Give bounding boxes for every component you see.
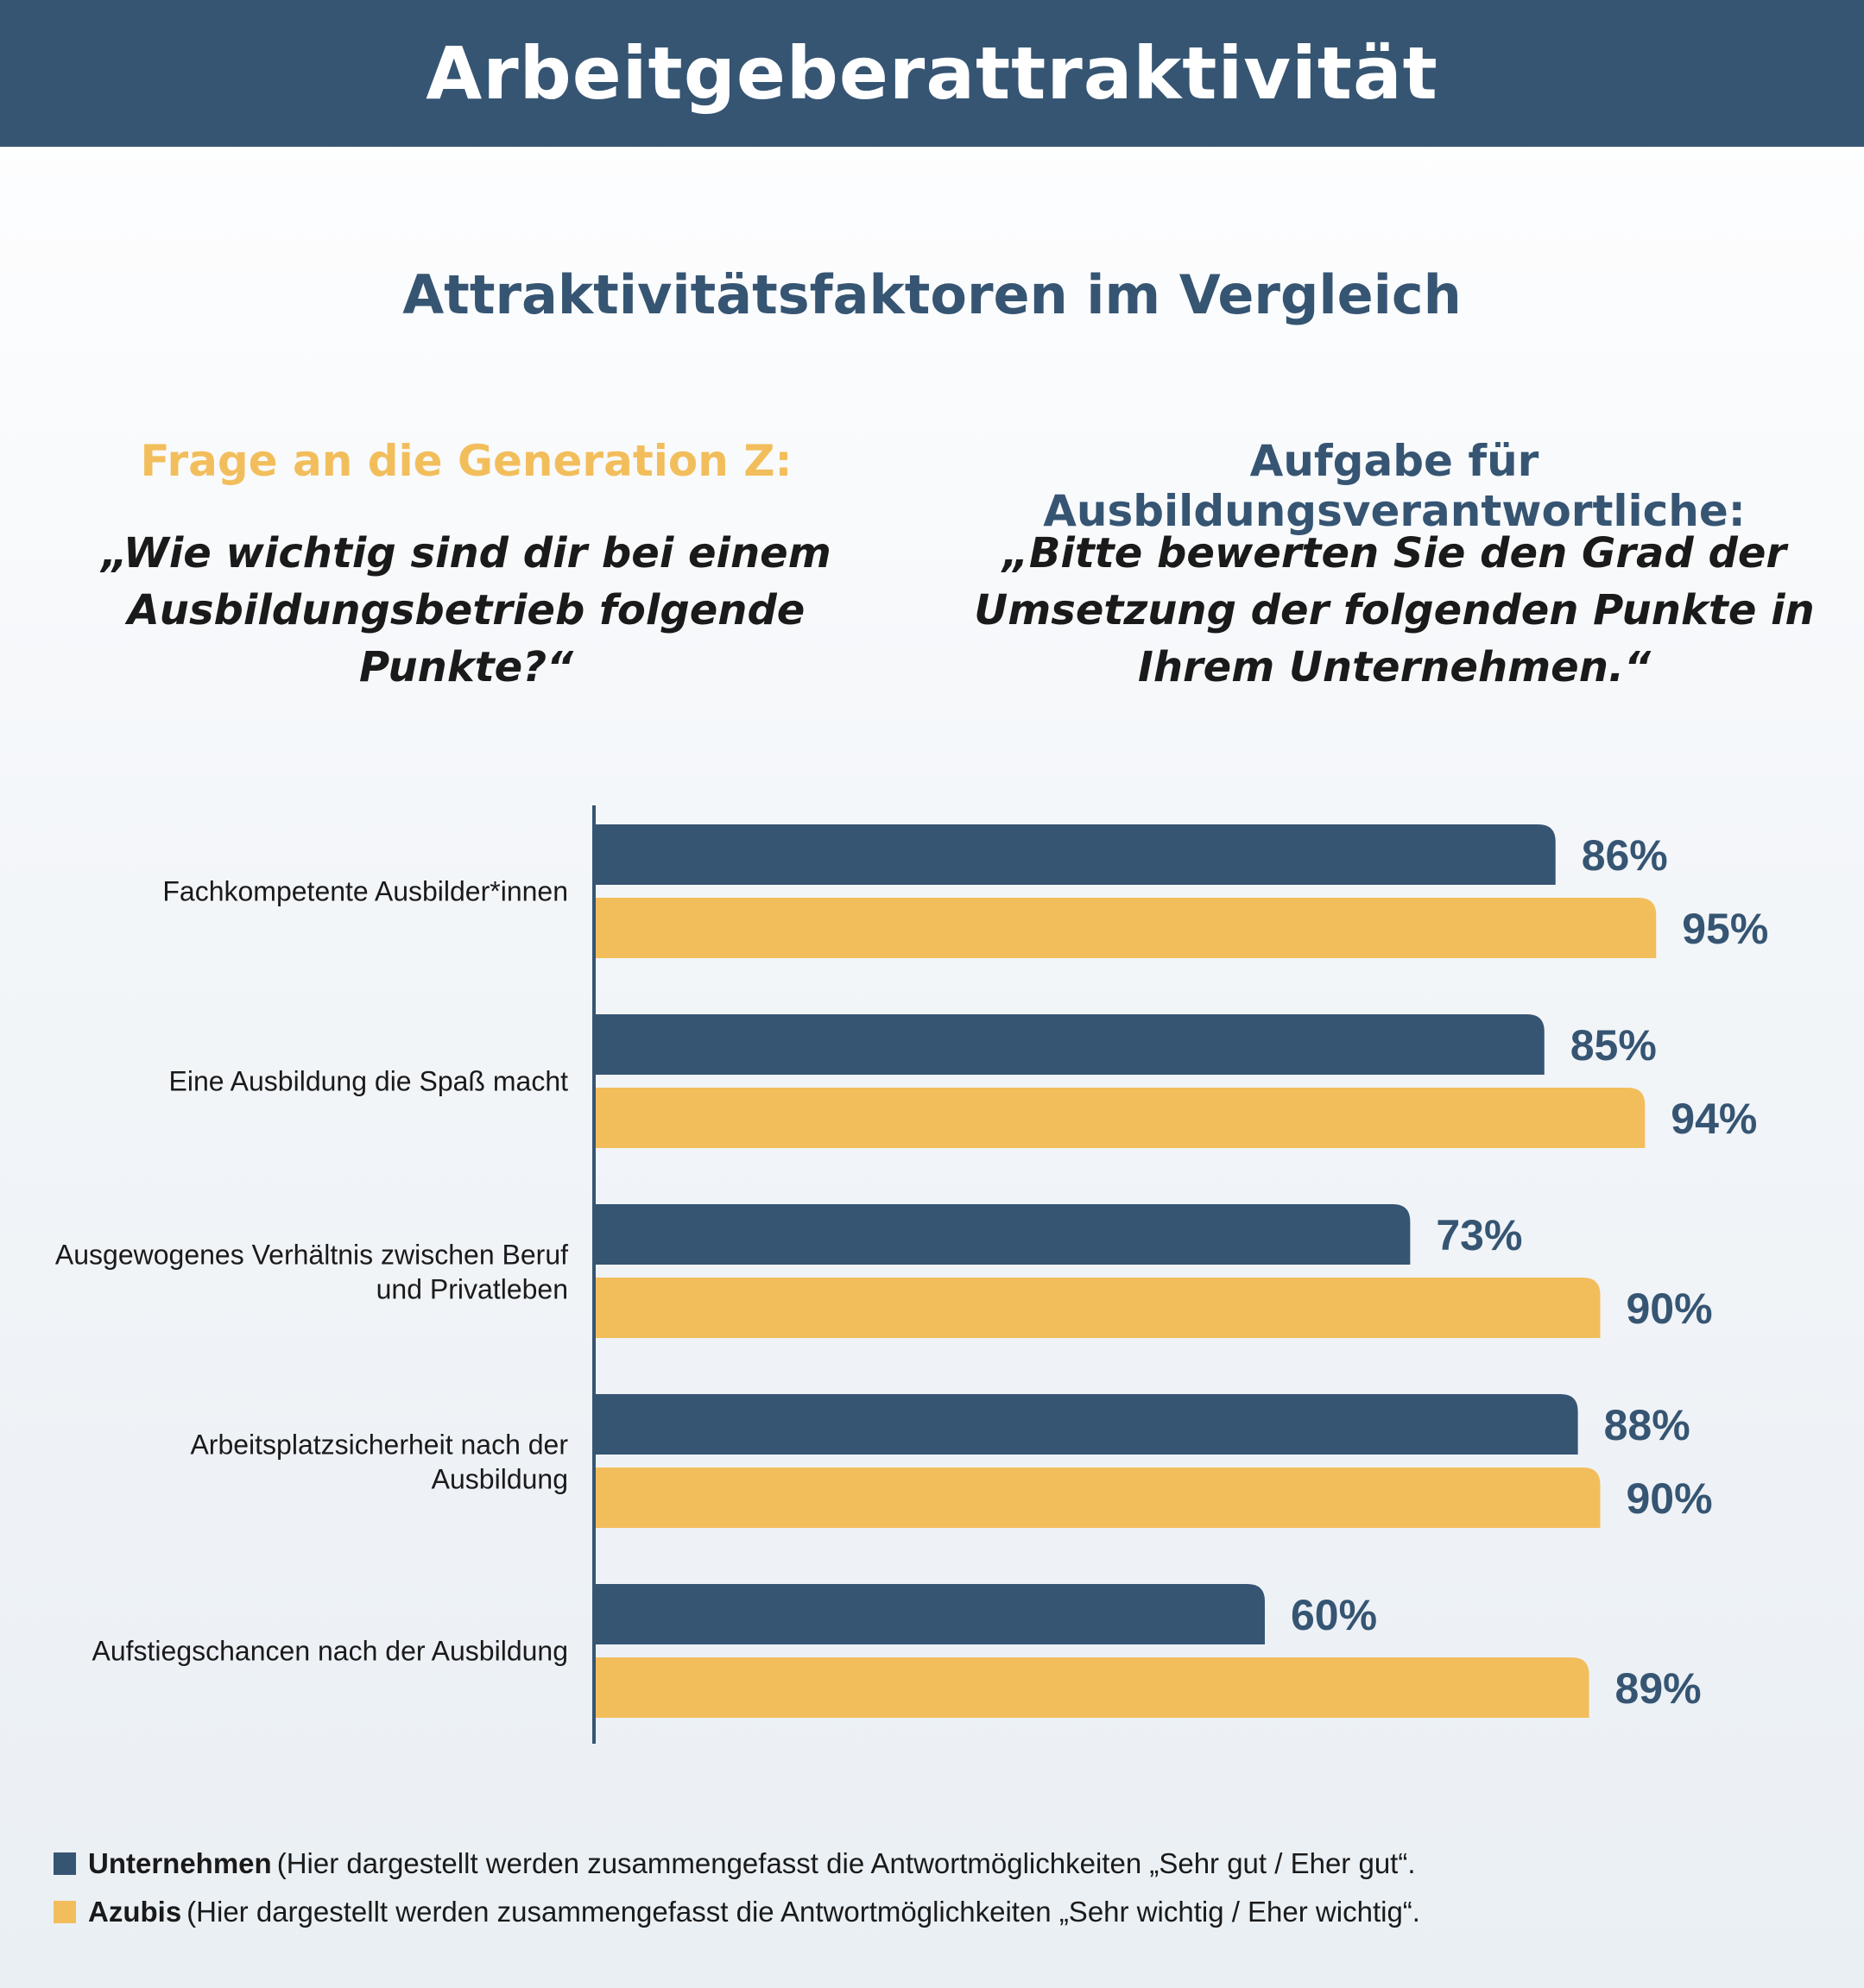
legend-note-unternehmen: (Hier dargestellt werden zusammengefasst…	[276, 1847, 1416, 1879]
category-label-3: Arbeitsplatzsicherheit nach der Ausbildun…	[190, 1429, 568, 1495]
value-label-unternehmen-3: 88%	[1604, 1401, 1690, 1449]
bar-azubis-0	[594, 898, 1657, 958]
bar-unternehmen-4	[594, 1584, 1265, 1644]
category-label-2: Ausgewogenes Verhältnis zwischen Beruf un…	[55, 1240, 568, 1305]
header-bar: Arbeitgeberattraktivität	[0, 0, 1864, 147]
bar-azubis-1	[594, 1088, 1646, 1148]
value-label-azubis-0: 95%	[1682, 905, 1768, 953]
right-question-quote: „Bitte bewerten Sie den Grad der Umsetzu…	[974, 529, 1815, 691]
value-label-unternehmen-0: 86%	[1582, 831, 1668, 880]
bar-azubis-4	[594, 1657, 1589, 1718]
bar-azubis-2	[594, 1278, 1601, 1338]
category-label-4: Aufstiegschancen nach der Ausbildung	[92, 1636, 569, 1667]
legend-swatch-azubis	[54, 1901, 76, 1923]
bar-unternehmen-1	[594, 1014, 1545, 1075]
bar-unternehmen-0	[594, 824, 1556, 885]
chart-subtitle: Attraktivitätsfaktoren im Vergleich	[402, 263, 1462, 326]
page-title: Arbeitgeberattraktivität	[426, 31, 1438, 116]
legend-item-azubis: Azubis (Hier dargestellt werden zusammen…	[54, 1896, 1420, 1928]
legend-note-azubis: (Hier dargestellt werden zusammengefasst…	[186, 1896, 1420, 1928]
left-question-quote: „Wie wichtig sind dir bei einem Ausbildu…	[101, 529, 831, 691]
value-label-azubis-2: 90%	[1627, 1284, 1713, 1333]
category-label-1: Eine Ausbildung die Spaß macht	[168, 1066, 568, 1097]
value-label-unternehmen-1: 85%	[1570, 1021, 1657, 1070]
legend-name-unternehmen: Unternehmen	[88, 1847, 272, 1879]
legend-swatch-unternehmen	[54, 1852, 76, 1875]
value-label-azubis-3: 90%	[1627, 1474, 1713, 1523]
value-label-azubis-1: 94%	[1671, 1095, 1757, 1143]
legend-item-unternehmen: Unternehmen (Hier dargestellt werden zus…	[54, 1847, 1416, 1880]
bar-unternehmen-3	[594, 1394, 1578, 1455]
legend-name-azubis: Azubis	[88, 1896, 182, 1928]
right-column-heading: Aufgabe für Ausbildungsverantwortliche:	[1043, 436, 1746, 536]
category-label-0: Fachkompetente Ausbilder*innen	[162, 876, 568, 907]
bar-chart: 86% 95% Fachkompetente Ausbilder*innen 85% 9…	[55, 805, 1768, 1744]
value-label-azubis-4: 89%	[1615, 1664, 1702, 1713]
left-column-heading: Frage an die Generation Z:	[140, 436, 793, 486]
bar-azubis-3	[594, 1467, 1601, 1528]
value-label-unternehmen-2: 73%	[1436, 1211, 1522, 1259]
value-label-unternehmen-4: 60%	[1291, 1591, 1377, 1639]
bar-unternehmen-2	[594, 1204, 1411, 1265]
